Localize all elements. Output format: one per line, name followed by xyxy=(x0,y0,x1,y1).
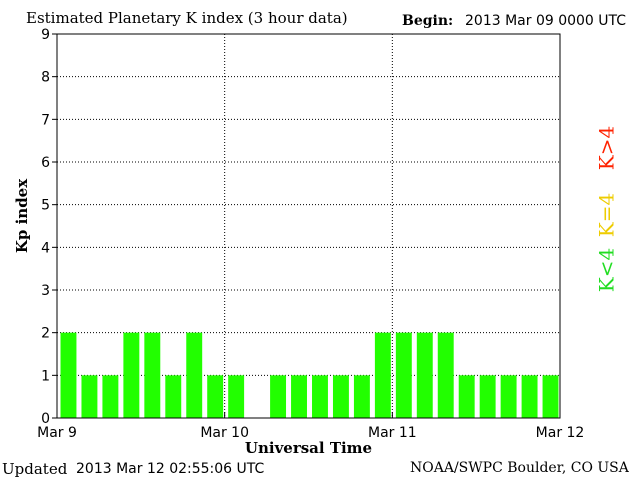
kp-bar xyxy=(123,332,140,418)
kp-bar xyxy=(521,375,538,418)
kp-bar xyxy=(353,375,370,418)
y-tick-label: 6 xyxy=(41,155,50,171)
x-tick-label: Mar 10 xyxy=(200,425,249,441)
kp-bar xyxy=(374,332,391,418)
y-axis-label: Kp index xyxy=(13,178,31,253)
y-tick-label: 1 xyxy=(41,368,50,384)
x-ticks: Mar 9 Mar 10 Mar 11 Mar 12 xyxy=(37,412,584,441)
y-tick-label: 9 xyxy=(41,27,50,43)
plot-frame xyxy=(56,33,561,419)
kp-bar xyxy=(144,332,161,418)
kp-bar xyxy=(270,375,287,418)
kp-bar xyxy=(291,375,307,418)
begin-value: 2013 Mar 09 0000 UTC xyxy=(465,13,627,29)
kp-bar xyxy=(60,332,77,418)
chart-title: Estimated Planetary K index (3 hour data… xyxy=(26,9,348,27)
legend-item: K<4 xyxy=(595,248,619,292)
updated-value: 2013 Mar 12 02:55:06 UTC xyxy=(76,461,265,477)
begin-label: Begin: xyxy=(402,13,454,29)
grid-lines xyxy=(57,34,560,418)
x-axis-label: Universal Time xyxy=(245,439,372,457)
y-tick-label: 0 xyxy=(41,411,50,427)
source-credit: NOAA/SWPC Boulder, CO USA xyxy=(410,460,629,476)
updated-label: Updated xyxy=(2,460,68,478)
kp-bar xyxy=(479,375,496,418)
y-tick-label: 3 xyxy=(41,283,50,299)
legend-item: K=4 xyxy=(595,193,619,237)
kp-bar xyxy=(500,375,517,418)
kp-bar xyxy=(332,375,349,418)
kp-bar xyxy=(186,332,203,418)
x-tick-label: Mar 11 xyxy=(368,425,417,441)
legend-item: K>4 xyxy=(595,126,619,170)
kp-bar xyxy=(102,375,119,418)
kp-bar xyxy=(81,375,98,418)
kp-bar xyxy=(437,332,454,418)
kp-bar xyxy=(542,375,559,418)
legend: K<4 K=4 K>4 xyxy=(595,126,619,292)
kp-bar xyxy=(416,332,433,418)
x-tick-label: Mar 12 xyxy=(536,425,585,441)
y-tick-label: 7 xyxy=(41,112,50,128)
kp-bar xyxy=(395,332,412,418)
y-tick-label: 2 xyxy=(41,326,50,342)
y-tick-label: 8 xyxy=(41,70,50,86)
kp-bar xyxy=(458,375,475,418)
y-tick-label: 5 xyxy=(41,198,50,214)
x-tick-label: Mar 9 xyxy=(37,425,77,441)
kp-bar xyxy=(207,375,224,418)
y-ticks: 0 1 2 3 4 5 6 7 8 9 xyxy=(41,27,57,427)
y-tick-label: 4 xyxy=(41,240,50,256)
kp-bar xyxy=(228,375,245,418)
bars xyxy=(60,332,559,418)
kp-bar xyxy=(165,375,182,418)
kp-bar xyxy=(312,375,328,418)
